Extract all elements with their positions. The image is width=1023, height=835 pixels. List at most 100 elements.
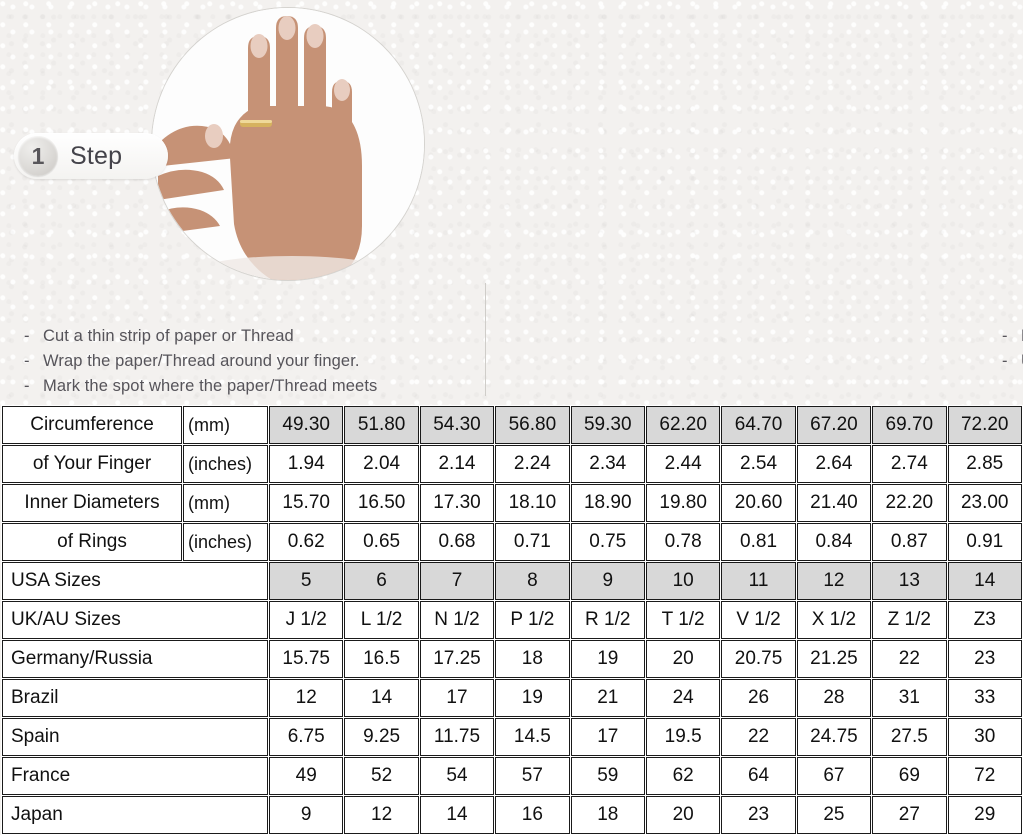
data-cell: 49.30 — [267, 405, 345, 445]
table-row: France 49 52 54 57 59 62 64 67 69 72 — [1, 756, 1023, 796]
data-cell: 28 — [795, 678, 873, 718]
data-cell: 6 — [343, 561, 420, 601]
data-cell: 22.20 — [871, 483, 948, 523]
data-cell: 2.14 — [418, 444, 496, 484]
data-cell: 19 — [569, 639, 646, 679]
data-cell: 20.75 — [720, 639, 797, 679]
data-cell: 17.30 — [418, 483, 496, 523]
data-cell: 5 — [267, 561, 345, 601]
instruction-item: - Measure the length of the thread with y… — [1002, 324, 1023, 349]
data-cell: 2.85 — [946, 444, 1023, 484]
data-cell: 24.75 — [795, 717, 873, 757]
data-cell: 20 — [644, 795, 722, 835]
data-cell: 14 — [343, 678, 420, 718]
step-1-label: Step — [70, 141, 123, 170]
step-1-number-badge: 1 — [18, 136, 58, 176]
data-cell: 20 — [644, 639, 722, 679]
data-cell: 26 — [720, 678, 797, 718]
row-group-label: of Your Finger — [1, 444, 183, 484]
data-cell: 22 — [720, 717, 797, 757]
row-label: France — [1, 756, 269, 796]
data-cell: 15.75 — [267, 639, 345, 679]
data-cell: 19.80 — [644, 483, 722, 523]
table-row: Spain 6.75 9.25 11.75 14.5 17 19.5 22 24.75 27.5 3… — [1, 717, 1023, 757]
table-body: Circumference (mm) 49.30 51.80 54.30 56.80 59.… — [1, 405, 1023, 835]
data-cell: 18 — [569, 795, 646, 835]
data-cell: 2.04 — [343, 444, 420, 484]
data-cell: Z3 — [946, 600, 1023, 640]
data-cell: 33 — [946, 678, 1023, 718]
data-cell: 24 — [644, 678, 722, 718]
data-cell: V 1/2 — [720, 600, 797, 640]
hand-photo — [152, 8, 424, 280]
step-1-instructions: - Cut a thin strip of paper or Thread - Wr… — [24, 324, 474, 399]
row-group-label: Circumference — [1, 405, 183, 445]
row-label: Brazil — [1, 678, 269, 718]
data-cell: 22 — [871, 639, 948, 679]
instruction-text: Mark the spot where the paper/Thread mee… — [43, 377, 378, 395]
instruction-item: - Cut a thin strip of paper or Thread — [24, 324, 474, 349]
instruction-item: - Mark the spot where the paper/Thread me… — [24, 374, 474, 399]
instruction-text: Cut a thin strip of paper or Thread — [43, 327, 294, 345]
data-cell: 64.70 — [720, 405, 797, 445]
data-cell: 2.34 — [569, 444, 646, 484]
data-cell: 29 — [946, 795, 1023, 835]
data-cell: 27.5 — [871, 717, 948, 757]
row-label: Japan — [1, 795, 269, 835]
unit-cell: (mm) — [182, 483, 269, 523]
table-row: Japan 9 12 14 16 18 20 23 25 27 29 — [1, 795, 1023, 835]
data-cell: 59 — [569, 756, 646, 796]
data-cell: 11.75 — [418, 717, 496, 757]
instruction-text: Wrap the paper/Thread around your finger… — [43, 352, 360, 370]
data-cell: 69.70 — [871, 405, 948, 445]
data-cell: 10 — [644, 561, 722, 601]
data-cell: 18.10 — [494, 483, 571, 523]
data-cell: T 1/2 — [644, 600, 722, 640]
data-cell: 64 — [720, 756, 797, 796]
row-group-label: of Rings — [1, 522, 183, 562]
data-cell: 0.78 — [644, 522, 722, 562]
bullet-dash: - — [24, 327, 30, 345]
table-row: USA Sizes 5 6 7 8 9 10 11 12 13 14 — [1, 561, 1023, 601]
data-cell: 9 — [267, 795, 345, 835]
steps-area: 1 Step - Cut a thin strip of paper or Thr… — [0, 0, 1023, 405]
data-cell: 18.90 — [569, 483, 646, 523]
data-cell: 17.25 — [418, 639, 496, 679]
data-cell: 2.64 — [795, 444, 873, 484]
data-cell: 6.75 — [267, 717, 345, 757]
step-2-instructions: - Measure the length of the thread with y… — [1002, 324, 1023, 374]
data-cell: 72 — [946, 756, 1023, 796]
data-cell: 17 — [569, 717, 646, 757]
data-cell: 57 — [494, 756, 571, 796]
data-cell: 21.25 — [795, 639, 873, 679]
data-cell: 9.25 — [343, 717, 420, 757]
data-cell: 51.80 — [343, 405, 420, 445]
data-cell: 25 — [795, 795, 873, 835]
unit-cell: (inches) — [182, 522, 269, 562]
row-group-label: Inner Diameters — [1, 483, 183, 523]
data-cell: 7 — [418, 561, 496, 601]
data-cell: 18 — [494, 639, 571, 679]
data-cell: 67 — [795, 756, 873, 796]
data-cell: 2.24 — [494, 444, 571, 484]
data-cell: 0.81 — [720, 522, 797, 562]
table-row: of Your Finger (inches) 1.94 2.04 2.14 2.24 2.… — [1, 444, 1023, 484]
step-1-pill: 1 Step — [14, 133, 168, 179]
data-cell: 62.20 — [644, 405, 722, 445]
data-cell: 27 — [871, 795, 948, 835]
data-cell: 0.62 — [267, 522, 345, 562]
table-row: Inner Diameters (mm) 15.70 16.50 17.30 18.10 1… — [1, 483, 1023, 523]
bullet-dash: - — [1002, 352, 1008, 370]
data-cell: P 1/2 — [494, 600, 571, 640]
data-cell: 0.84 — [795, 522, 873, 562]
data-cell: Z 1/2 — [871, 600, 948, 640]
data-cell: 56.80 — [494, 405, 571, 445]
data-cell: 72.20 — [946, 405, 1023, 445]
data-cell: 0.87 — [871, 522, 948, 562]
data-cell: 13 — [871, 561, 948, 601]
table-row: Brazil 12 14 17 19 21 24 26 28 31 33 — [1, 678, 1023, 718]
bullet-dash: - — [24, 377, 30, 395]
data-cell: 16.50 — [343, 483, 420, 523]
data-cell: 23.00 — [946, 483, 1023, 523]
hand-illustration-icon — [152, 8, 424, 280]
